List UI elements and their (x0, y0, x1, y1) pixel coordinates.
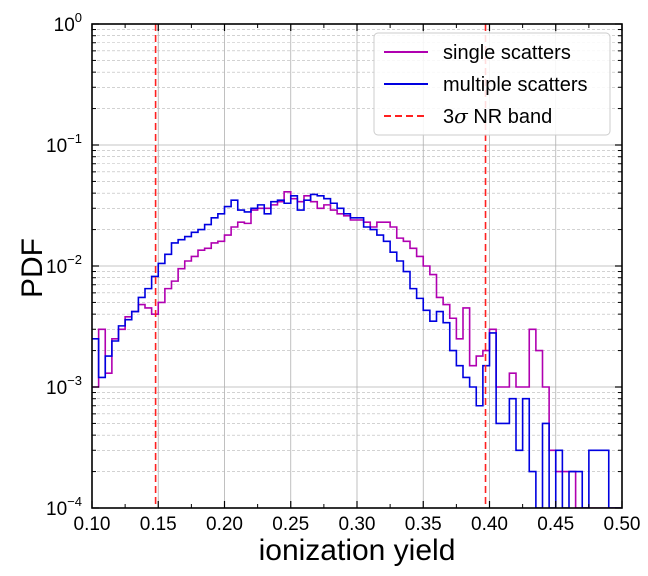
x-tick-label: 0.25 (272, 514, 309, 535)
legend: single scatters multiple scatters 3σ NR … (373, 32, 611, 136)
series-single-scatters-line (92, 191, 622, 508)
x-tick-label: 0.40 (471, 514, 508, 535)
x-tick-label: 0.35 (405, 514, 442, 535)
y-tick-label: 10−4 (46, 494, 82, 520)
x-tick-labels: 0.10 0.15 0.20 0.25 0.30 0.35 0.40 0.45 0.50 (74, 514, 641, 535)
x-tick-label: 0.45 (537, 514, 574, 535)
y-tick-label: 10−1 (46, 131, 82, 157)
series-layer (92, 191, 622, 508)
y-tick-labels: 10−4 10−3 10−2 10−1 100 (46, 10, 82, 520)
legend-label-multiple: multiple scatters (443, 74, 588, 96)
x-tick-label: 0.30 (339, 514, 376, 535)
x-tick-label: 0.50 (604, 514, 641, 535)
x-tick-label: 0.10 (74, 514, 111, 535)
ticks (91, 23, 623, 509)
legend-label-nr-band: 3σ NR band (443, 104, 552, 128)
legend-label-nr-suffix: NR band (468, 106, 553, 128)
x-tick-label: 0.20 (206, 514, 243, 535)
legend-label-nr-prefix: 3 (443, 106, 454, 128)
y-tick-label: 100 (54, 10, 82, 36)
series-multiple-scatters-line (92, 193, 622, 508)
x-axis-title: ionization yield (259, 534, 456, 567)
y-tick-label: 10−2 (46, 252, 82, 278)
legend-box (373, 32, 611, 136)
legend-label-single: single scatters (443, 42, 571, 64)
y-axis-title: PDF (16, 238, 49, 298)
legend-label-nr-sigma: σ (454, 104, 469, 128)
x-tick-label: 0.15 (140, 514, 177, 535)
y-tick-label: 10−3 (46, 373, 82, 399)
